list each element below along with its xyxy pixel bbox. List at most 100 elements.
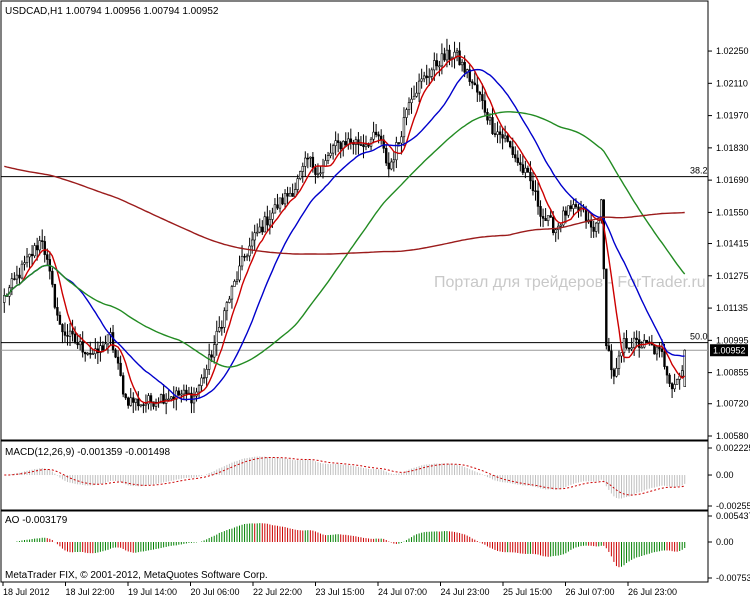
candle[interactable] (372, 121, 375, 144)
candle[interactable] (233, 279, 236, 287)
candle[interactable] (3, 288, 6, 313)
candle[interactable] (309, 156, 312, 168)
candle[interactable] (417, 73, 421, 103)
candle[interactable] (326, 151, 330, 165)
candle[interactable] (511, 137, 514, 159)
candle[interactable] (291, 183, 294, 197)
candle[interactable] (197, 383, 201, 399)
candle[interactable] (35, 237, 39, 261)
candle[interactable] (564, 206, 568, 224)
candle[interactable] (218, 316, 221, 333)
candle[interactable] (41, 229, 44, 250)
candle[interactable] (377, 131, 380, 144)
candle[interactable] (681, 365, 684, 379)
candle[interactable] (615, 357, 618, 378)
candle[interactable] (536, 180, 540, 215)
candle[interactable] (435, 53, 439, 71)
candle[interactable] (385, 145, 388, 166)
candle[interactable] (460, 59, 464, 72)
candle[interactable] (665, 365, 669, 384)
candle[interactable] (101, 341, 105, 353)
candle[interactable] (506, 133, 509, 143)
candle[interactable] (443, 47, 446, 62)
candle[interactable] (180, 389, 183, 403)
candle[interactable] (448, 44, 451, 66)
candle[interactable] (261, 220, 264, 235)
candle[interactable] (554, 228, 557, 242)
candle[interactable] (402, 107, 406, 147)
candle[interactable] (288, 187, 292, 197)
candle[interactable] (114, 348, 117, 359)
candle[interactable] (304, 151, 307, 177)
candle[interactable] (508, 140, 512, 149)
candle[interactable] (66, 324, 69, 346)
candle[interactable] (344, 132, 347, 147)
candle[interactable] (81, 331, 84, 358)
candle[interactable] (653, 344, 656, 355)
candle[interactable] (514, 146, 517, 163)
candle[interactable] (630, 337, 633, 352)
candle[interactable] (306, 153, 310, 169)
candle[interactable] (15, 265, 19, 285)
candle[interactable] (602, 199, 605, 280)
candle[interactable] (263, 211, 267, 233)
candle[interactable] (471, 79, 474, 90)
candle[interactable] (521, 153, 525, 176)
candle[interactable] (299, 170, 302, 181)
candle[interactable] (124, 393, 127, 400)
candle[interactable] (89, 341, 92, 359)
candle[interactable] (493, 122, 497, 138)
candle[interactable] (167, 389, 170, 402)
candle[interactable] (425, 64, 428, 85)
candle[interactable] (268, 210, 272, 235)
candle[interactable] (273, 198, 277, 214)
candle[interactable] (119, 355, 122, 377)
candle[interactable] (410, 87, 413, 114)
candle[interactable] (392, 152, 396, 172)
candle[interactable] (635, 330, 638, 348)
candle[interactable] (331, 143, 335, 160)
candle[interactable] (594, 221, 598, 238)
candle[interactable] (185, 384, 188, 402)
candle[interactable] (220, 320, 224, 336)
candle[interactable] (127, 396, 130, 409)
candle[interactable] (253, 224, 256, 251)
candle[interactable] (243, 253, 246, 262)
candle[interactable] (632, 331, 636, 356)
candle[interactable] (56, 297, 59, 321)
candle[interactable] (276, 193, 279, 210)
candle[interactable] (572, 198, 575, 217)
candle[interactable] (71, 319, 74, 342)
candle[interactable] (539, 200, 542, 227)
candle[interactable] (278, 197, 282, 213)
candle[interactable] (25, 248, 29, 268)
candle[interactable] (46, 248, 49, 266)
candle[interactable] (76, 333, 79, 349)
candle[interactable] (617, 350, 621, 376)
candle[interactable] (121, 372, 125, 398)
candle[interactable] (336, 133, 340, 153)
candle[interactable] (106, 334, 110, 354)
candle[interactable] (655, 346, 659, 361)
macd-plot[interactable] (4, 456, 686, 499)
candle[interactable] (18, 267, 21, 286)
candle[interactable] (202, 368, 206, 384)
candle[interactable] (670, 382, 674, 399)
candle[interactable] (415, 82, 418, 98)
candle[interactable] (359, 136, 363, 146)
candle[interactable] (374, 123, 378, 138)
candle[interactable] (129, 388, 132, 407)
candle[interactable] (498, 125, 502, 144)
candle[interactable] (627, 347, 631, 353)
candle[interactable] (387, 152, 390, 178)
candle[interactable] (430, 67, 433, 81)
candle[interactable] (154, 398, 158, 411)
candle[interactable] (400, 131, 403, 155)
candle[interactable] (28, 253, 31, 269)
candle[interactable] (258, 218, 261, 234)
price-plot[interactable]: 38.2 50.0 (1, 38, 708, 415)
candle[interactable] (407, 97, 411, 116)
candle[interactable] (491, 107, 494, 135)
candle[interactable] (301, 162, 304, 183)
candle[interactable] (612, 367, 616, 385)
